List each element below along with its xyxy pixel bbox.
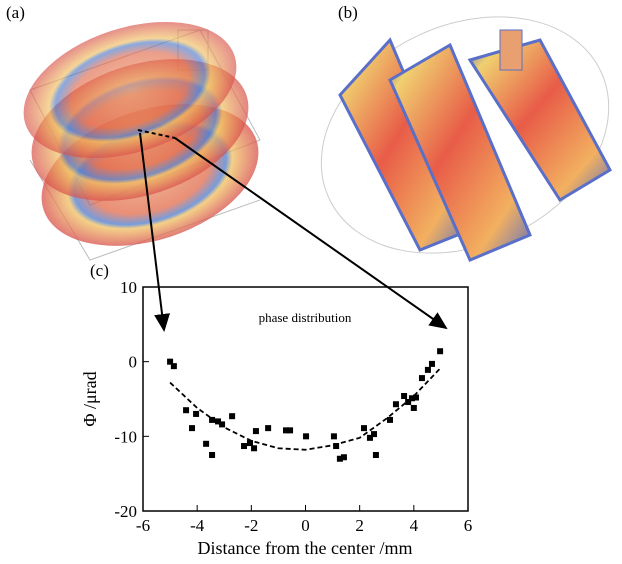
x-tick-label: -2	[244, 516, 258, 535]
fit-curve	[169, 367, 442, 451]
data-point	[371, 431, 378, 438]
data-point	[387, 416, 393, 423]
data-point	[170, 363, 177, 370]
x-tick-label: 6	[464, 516, 473, 535]
chart: (c) phase distribution Distance from the…	[80, 261, 472, 558]
data-point	[413, 394, 419, 401]
data-point	[209, 452, 216, 458]
data-point	[336, 455, 343, 462]
y-tick-label: -20	[114, 502, 137, 521]
data-point	[193, 410, 200, 417]
data-point	[183, 407, 190, 414]
arrow	[139, 132, 171, 332]
panel-b-render	[320, 16, 612, 262]
data-point	[424, 366, 431, 373]
data-point	[410, 404, 417, 411]
x-axis-label: Distance from the center /mm	[198, 538, 413, 558]
data-point	[251, 445, 258, 452]
data-point	[392, 401, 399, 408]
data-point	[330, 433, 337, 440]
data-point	[405, 398, 412, 405]
data-point	[287, 427, 294, 434]
data-point	[229, 413, 236, 420]
y-axis-label: Φ /μrad	[80, 371, 100, 426]
data-point	[366, 434, 373, 441]
data-point	[401, 393, 408, 400]
data-point	[408, 395, 415, 402]
data-point	[219, 421, 226, 428]
data-point	[437, 348, 444, 355]
x-tick-label: -6	[136, 516, 150, 535]
data-point	[189, 425, 196, 432]
data-point	[333, 443, 340, 450]
y-tick-label: 0	[129, 353, 138, 372]
panel-a-render	[23, 21, 261, 261]
data-point	[418, 375, 425, 382]
data-point	[252, 428, 259, 435]
annotation: phase distribution	[259, 310, 352, 325]
data-point	[340, 454, 347, 461]
y-tick-label: 10	[120, 278, 137, 297]
panel-label: (b)	[338, 3, 358, 22]
arrow	[174, 137, 448, 330]
x-tick-label: 4	[410, 516, 419, 535]
data-point	[303, 433, 310, 440]
data-point	[372, 452, 379, 458]
data-point	[241, 443, 248, 450]
panel-label: (a)	[6, 3, 25, 22]
y-tick-label: -10	[114, 427, 137, 446]
x-tick-label: -4	[190, 516, 205, 535]
x-tick-label: 0	[301, 516, 310, 535]
data-point	[203, 440, 210, 447]
data-point	[265, 425, 272, 432]
data-point	[361, 425, 367, 432]
data-point	[246, 440, 253, 447]
x-tick-label: 2	[355, 516, 364, 535]
data-point	[167, 358, 174, 365]
panel-label: (c)	[90, 261, 109, 280]
data-point	[428, 360, 435, 367]
data-point	[283, 427, 289, 434]
data-point	[215, 418, 222, 425]
data-point	[209, 416, 216, 423]
